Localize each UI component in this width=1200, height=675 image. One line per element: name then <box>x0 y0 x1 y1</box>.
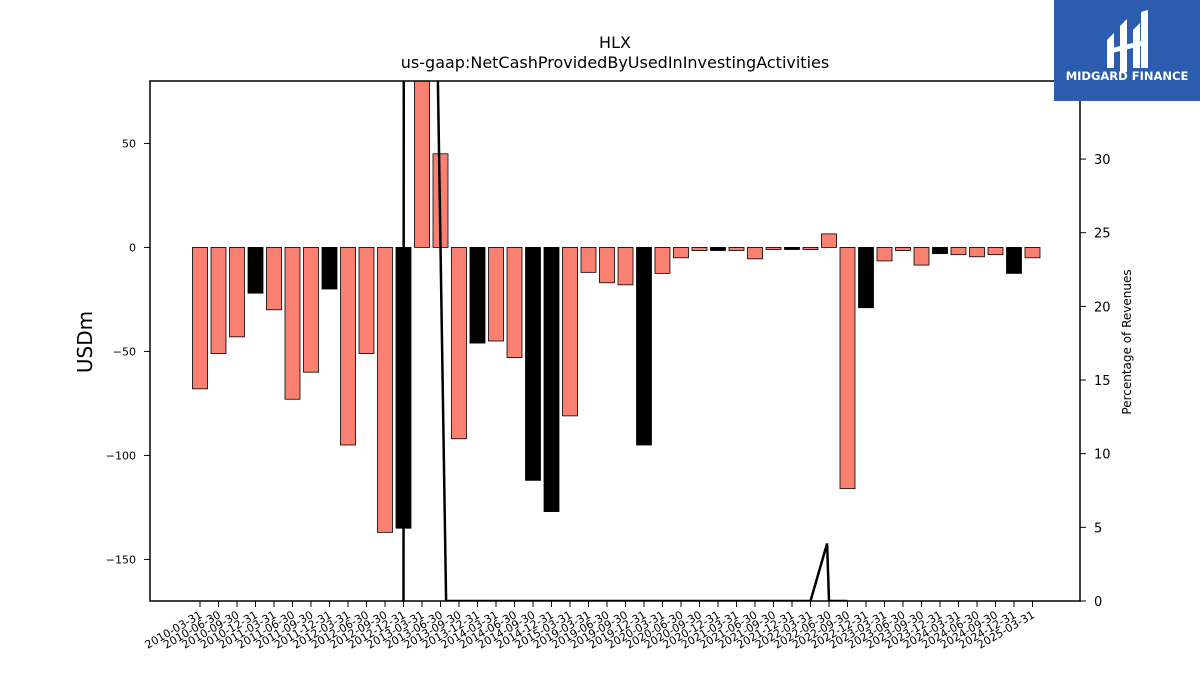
left-tick-label: −100 <box>106 449 136 462</box>
bar <box>229 246 245 338</box>
bar <box>969 246 985 258</box>
left-tick-label: −150 <box>106 553 136 566</box>
bar <box>266 246 282 311</box>
x-axis-ticks: 2010-03-312010-06-302010-09-302010-12-31… <box>143 601 1037 652</box>
bar <box>525 246 541 481</box>
right-tick-label: 15 <box>1094 374 1111 389</box>
bar <box>765 246 782 250</box>
left-tick-label: 50 <box>122 137 136 150</box>
right-axis-label: Percentage of Revenues <box>1120 269 1134 414</box>
bar <box>192 246 208 390</box>
bar <box>488 246 504 342</box>
left-tick-label: −50 <box>113 345 136 358</box>
bar <box>636 246 652 446</box>
right-tick-label: 5 <box>1094 521 1102 536</box>
bar <box>210 246 227 354</box>
right-tick-label: 30 <box>1094 153 1111 168</box>
bar <box>839 246 856 490</box>
brand-mark-icon <box>1107 10 1148 72</box>
left-tick-label: 0 <box>129 241 136 254</box>
right-tick-label: 0 <box>1094 595 1102 610</box>
bar <box>1006 246 1022 274</box>
bar <box>599 246 615 284</box>
bar <box>673 246 689 259</box>
bar <box>987 246 1004 256</box>
revenue-percentage-line-series <box>402 81 848 601</box>
bar <box>950 246 967 256</box>
bar <box>247 246 264 294</box>
bar <box>821 233 837 248</box>
bar <box>562 246 578 417</box>
brand-logo-text: MIDGARD FINANCE <box>1066 69 1189 83</box>
chart-subtitle: us-gaap:NetCashProvidedByUsedInInvesting… <box>401 53 829 72</box>
right-tick-label: 20 <box>1094 300 1111 315</box>
bar <box>876 246 893 262</box>
bar <box>377 246 393 533</box>
bar <box>747 246 763 260</box>
bar <box>895 246 911 251</box>
bar <box>414 81 430 248</box>
left-axis-label: USDm <box>73 311 97 373</box>
bar <box>340 246 356 446</box>
bar <box>710 246 726 251</box>
revenue-percentage-line <box>402 81 848 601</box>
bar <box>358 246 375 354</box>
bar <box>617 246 634 286</box>
bar <box>580 246 597 273</box>
bar <box>451 246 467 440</box>
bar <box>284 246 301 400</box>
bar <box>784 246 800 250</box>
brand-logo: MIDGARD FINANCE <box>1054 0 1200 101</box>
bar <box>858 246 874 309</box>
right-tick-label: 10 <box>1094 448 1111 463</box>
bar-series <box>192 81 1041 533</box>
right-tick-label: 25 <box>1094 227 1111 242</box>
left-axis-ticks: 50 0 −50 −100 −150 <box>106 137 150 566</box>
chart-title: HLX <box>599 33 631 52</box>
bar <box>469 246 486 344</box>
bar <box>303 246 319 373</box>
bar <box>1024 246 1041 259</box>
bar <box>691 246 708 251</box>
bar <box>932 246 948 255</box>
right-axis-ticks: 0 5 10 15 20 25 30 <box>1080 153 1111 610</box>
plot-frame <box>149 80 1081 602</box>
bar <box>728 246 745 251</box>
bar <box>543 246 560 512</box>
bar <box>321 246 338 290</box>
bar <box>802 246 819 250</box>
bar <box>506 246 523 359</box>
bar <box>913 246 930 266</box>
bar <box>654 246 671 274</box>
